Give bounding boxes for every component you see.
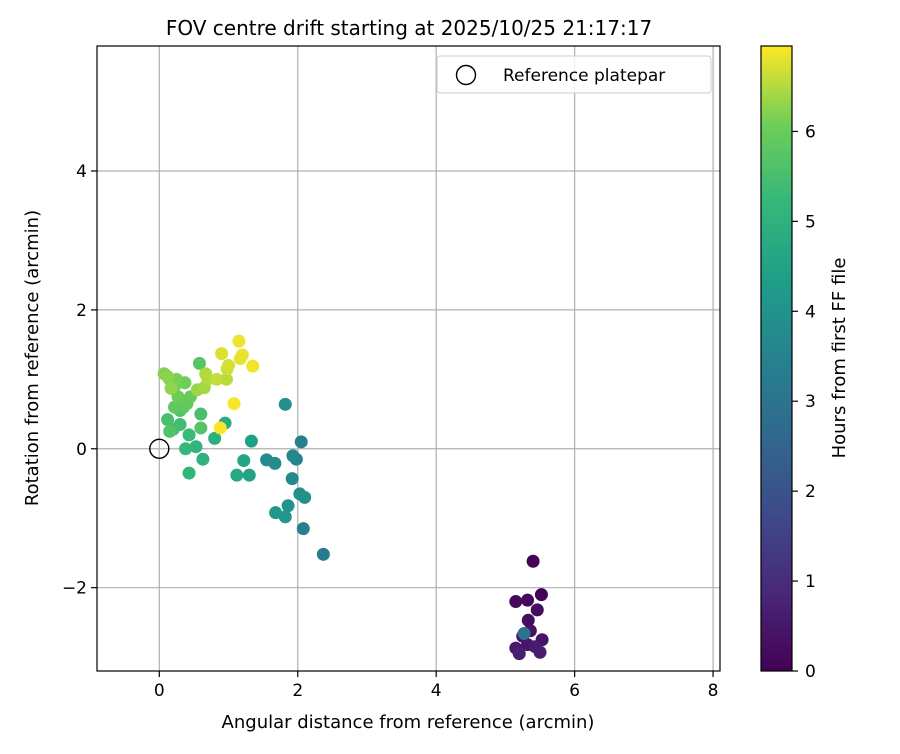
y-tick-label: 4 <box>76 162 87 182</box>
x-tick-label: 2 <box>292 681 303 701</box>
data-point <box>213 421 227 435</box>
y-tick-label: 0 <box>76 440 87 460</box>
legend: Reference platepar <box>436 55 712 94</box>
data-point <box>208 431 222 445</box>
plot-frame <box>96 45 721 672</box>
data-point <box>201 372 215 386</box>
colorbar: 0 1 2 3 4 5 6 Hours from first FF file <box>760 45 850 682</box>
data-point <box>246 359 260 373</box>
legend-box <box>436 55 712 94</box>
data-point <box>168 400 182 414</box>
data-point <box>260 453 274 467</box>
data-point <box>237 454 251 468</box>
data-point <box>526 554 540 568</box>
data-point <box>194 421 208 435</box>
data-point <box>293 487 307 501</box>
data-point <box>235 348 249 362</box>
data-point <box>294 435 308 449</box>
data-point <box>179 442 193 456</box>
data-point <box>512 647 526 661</box>
grid-lines <box>97 46 720 671</box>
data-point <box>210 372 224 386</box>
data-point <box>530 603 544 617</box>
data-point <box>509 595 523 609</box>
colorbar-tick-label: 1 <box>805 572 816 592</box>
colorbar-tick-label: 6 <box>805 122 816 142</box>
x-tick-label: 8 <box>708 681 719 701</box>
data-point <box>219 372 233 386</box>
legend-entry-reference: Reference platepar <box>503 66 665 86</box>
data-points <box>157 334 549 661</box>
colorbar-tick-label: 0 <box>805 662 816 682</box>
data-point <box>517 627 531 640</box>
y-tick-label: 2 <box>76 301 87 321</box>
data-point <box>285 472 299 486</box>
data-point <box>182 428 196 442</box>
x-tick-label: 4 <box>431 681 442 701</box>
colorbar-ticks: 0 1 2 3 4 5 6 <box>792 122 816 682</box>
x-axis-label: Angular distance from reference (arcmin) <box>222 712 595 733</box>
data-point <box>521 593 535 607</box>
colorbar-label: Hours from first FF file <box>829 258 850 459</box>
data-point <box>161 413 175 427</box>
colorbar-tick-label: 3 <box>805 392 816 412</box>
data-point <box>232 334 246 348</box>
data-point <box>242 468 256 482</box>
data-point <box>533 645 547 659</box>
data-point <box>230 468 244 482</box>
data-point <box>215 347 229 361</box>
data-point <box>163 424 177 438</box>
data-point <box>161 370 175 384</box>
data-point <box>164 381 178 395</box>
data-point <box>196 452 210 466</box>
colorbar-tick-label: 4 <box>805 302 816 322</box>
data-point <box>269 506 283 520</box>
data-point <box>222 358 236 372</box>
reference-platepar-marker <box>149 438 170 459</box>
data-point <box>244 434 258 448</box>
legend-marker-icon <box>455 64 477 86</box>
data-point <box>534 588 548 602</box>
colorbar-tick-label: 2 <box>805 482 816 502</box>
x-tick-label: 0 <box>154 681 165 701</box>
data-point <box>278 397 292 411</box>
colorbar-tick-label: 5 <box>805 212 816 232</box>
data-point <box>281 499 295 513</box>
data-point <box>192 356 206 370</box>
data-point <box>194 407 208 421</box>
axis-ticks: 0 2 4 6 8 −2 0 2 4 <box>62 162 719 701</box>
data-point <box>278 510 292 524</box>
data-point <box>286 449 300 463</box>
y-axis-label: Rotation from reference (arcmin) <box>22 210 43 506</box>
data-point <box>296 522 310 536</box>
data-point <box>227 397 241 411</box>
y-tick-label: −2 <box>62 579 87 599</box>
data-point <box>182 466 196 480</box>
x-tick-label: 6 <box>569 681 580 701</box>
chart-title: FOV centre drift starting at 2025/10/25 … <box>166 16 652 40</box>
data-point <box>189 440 203 454</box>
data-point <box>521 613 535 627</box>
colorbar-gradient <box>760 45 793 672</box>
data-point <box>316 547 330 561</box>
